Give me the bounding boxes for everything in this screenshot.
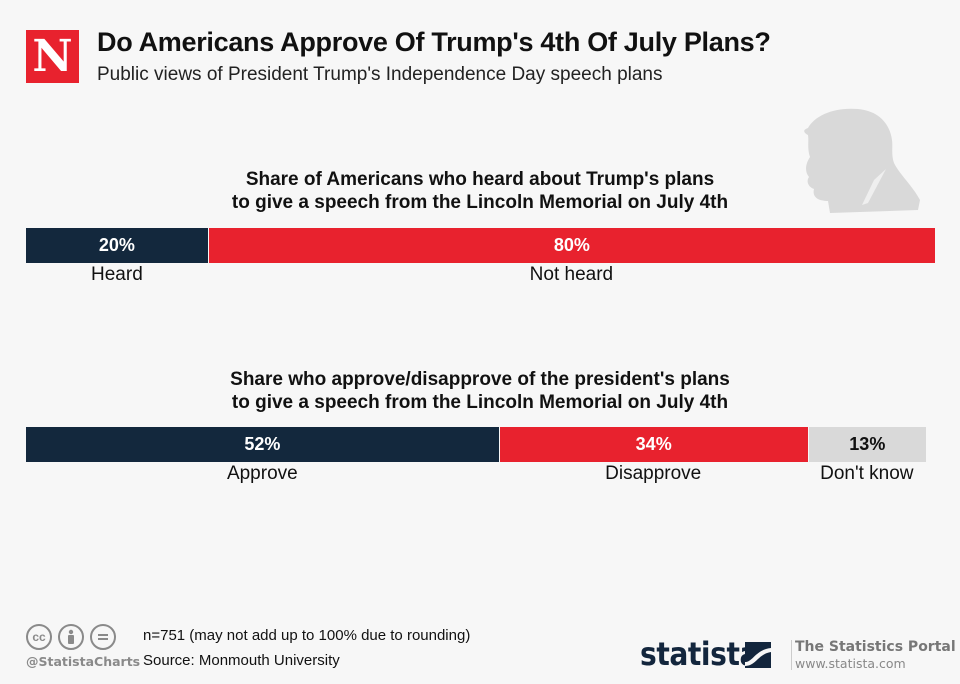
portal-title: The Statistics Portal [795, 639, 956, 655]
no-derivatives-icon [90, 624, 116, 650]
statista-charts-handle[interactable]: @StatistaCharts [26, 654, 141, 669]
category-label: Disapprove [605, 463, 702, 484]
bar-segment-heard: 20% [26, 228, 208, 263]
category-label: Not heard [529, 264, 614, 285]
cc-icon: cc [26, 624, 52, 650]
bar-segment-approve: 52% [26, 427, 499, 462]
chart1-title-line2: to give a speech from the Lincoln Memori… [231, 192, 729, 213]
chart2-title-line2: to give a speech from the Lincoln Memori… [231, 392, 729, 413]
category-label: Don't know [820, 463, 914, 484]
newsweek-logo: N [26, 30, 79, 83]
chart1-title: Share of Americans who heard about Trump… [0, 168, 960, 214]
bar-segment-not-heard: 80% [207, 228, 935, 263]
chart2-title: Share who approve/disapprove of the pres… [0, 368, 960, 414]
bar-segment-don-t-know: 13% [807, 427, 926, 462]
bar-segment-disapprove: 34% [498, 427, 808, 462]
portal-url[interactable]: www.statista.com [795, 656, 906, 671]
statista-logo-text: statista [640, 635, 759, 673]
chart2-title-line1: Share who approve/disapprove of the pres… [230, 369, 730, 390]
bar-value-label: 52% [244, 434, 281, 454]
source-note: Source: Monmouth University [143, 652, 340, 669]
chart1-title-line1: Share of Americans who heard about Trump… [245, 169, 715, 190]
bar-value-label: 34% [635, 434, 672, 454]
page-title: Do Americans Approve Of Trump's 4th Of J… [97, 27, 771, 57]
logo-letter: N [32, 30, 73, 82]
bar-value-label: 13% [849, 434, 886, 454]
statista-logo-icon [745, 642, 771, 668]
category-label: Approve [226, 463, 298, 484]
attribution-icon [58, 624, 84, 650]
bar-value-label: 20% [98, 235, 135, 255]
bar-value-label: 80% [553, 235, 590, 255]
page-subtitle: Public views of President Trump's Indepe… [97, 64, 663, 85]
sample-note: n=751 (may not add up to 100% due to rou… [143, 627, 471, 644]
chart1-stacked-bar: 20% 80% [26, 228, 935, 263]
portal-divider [791, 640, 792, 670]
category-label: Heard [91, 264, 143, 285]
chart2-stacked-bar: 52% 34% 13% [26, 427, 935, 462]
trump-silhouette-icon [804, 108, 920, 213]
